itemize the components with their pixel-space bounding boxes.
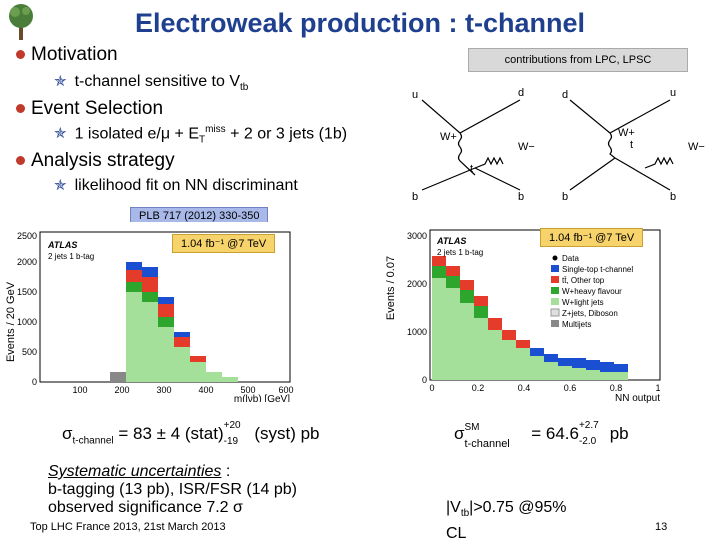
xtick-left: 300 <box>156 385 171 395</box>
feynman-diagram-left <box>421 99 521 191</box>
ytick-left: 0 <box>32 377 37 387</box>
xsec-sm: σ SM t-channel = 64.6 +2.7 -2.0 pb <box>454 419 629 450</box>
quark-label-b-right: b <box>562 191 568 203</box>
legend-entry: W+light jets <box>562 298 604 307</box>
systematics-title: Systematic uncertainties : <box>48 463 231 480</box>
xtick-right: 1 <box>655 383 660 393</box>
star-bullet-icon: ✯ <box>54 177 67 194</box>
legend-swatch <box>551 298 559 305</box>
bullet-icon <box>16 50 25 60</box>
feynman-diagrams: u d b b W+ W− t d u b b W+ t W− <box>412 87 705 203</box>
ytick-left: 1500 <box>17 287 37 297</box>
slide-title: Electroweak production : t-channel <box>134 8 586 38</box>
atlas-label-left: ATLAS <box>47 240 77 250</box>
ytick-left: 1000 <box>17 317 37 327</box>
bullet-icon <box>16 156 25 166</box>
ytick-left: 2500 <box>17 231 37 241</box>
ylabel-left: Events / 20 GeV <box>5 281 17 362</box>
quark-label-u: u <box>412 89 418 101</box>
legend-swatch <box>551 320 559 327</box>
star-bullet-icon: ✯ <box>54 125 67 143</box>
boson-label-wminus-right: W− <box>688 141 705 153</box>
legend-entry: Single-top t-channel <box>562 265 633 274</box>
legend-entry: Data <box>562 254 579 263</box>
event-selection-item: ✯ 1 isolated e/μ + ETmiss + 2 or 3 jets (… <box>54 124 348 146</box>
analysis-strategy-item: ✯ likelihood fit on NN discriminant <box>54 177 298 194</box>
quark-label-d-right: d <box>562 89 568 101</box>
feynman-diagram-right <box>569 99 674 191</box>
top-label-t: t <box>470 163 473 175</box>
ytick-right: 1000 <box>407 327 427 337</box>
xticks-right: 0 0.2 0.4 0.6 0.8 1 <box>429 383 660 393</box>
systematics-line: b-tagging (13 pb), ISR/FSR (14 pb) <box>48 481 298 498</box>
xlabel-left: m(lνb) [GeV] <box>234 394 290 402</box>
xtick-left: 200 <box>114 385 129 395</box>
section-motivation: Motivation <box>16 44 118 66</box>
legend-entry: Z+jets, Diboson <box>562 309 618 318</box>
legend-swatch <box>551 276 559 283</box>
xtick-right: 0.6 <box>564 383 577 393</box>
page-number: 13 <box>655 521 668 533</box>
ytick-left: 2000 <box>17 257 37 267</box>
systematics-block: Systematic uncertainties : b-tagging (13… <box>48 463 297 517</box>
quark-label-d: d <box>518 87 524 99</box>
plot-mlvb: ATLAS 2 jets 1 b-tag Events / 20 GeV 0 5… <box>0 222 300 402</box>
xtick-right: 0.4 <box>518 383 531 393</box>
quark-label-b2-right: b <box>670 191 676 203</box>
xlabel-right: NN output <box>615 393 660 404</box>
yticks-left: 0 500 1000 1500 2000 2500 <box>17 231 37 387</box>
boson-label-wplus-right: W+ <box>618 127 635 139</box>
xtick-left: 500 <box>240 385 255 395</box>
legend-entry: W+heavy flavour <box>562 287 622 296</box>
plot-nn-output: ATLAS 2 jets 1 b-tag Data Single-top t-c… <box>380 218 680 418</box>
contributions-box: contributions from LPC, LPSC <box>468 48 688 72</box>
xtick-left: 100 <box>72 385 87 395</box>
xtick-left: 400 <box>198 385 213 395</box>
atlas-label-right: ATLAS <box>436 236 466 246</box>
legend-swatch <box>551 265 559 272</box>
xtick-left: 600 <box>278 385 293 395</box>
quark-label-b2: b <box>518 191 524 203</box>
bullet-icon <box>16 104 25 114</box>
legend-swatch <box>551 287 559 294</box>
boson-label-wplus: W+ <box>440 131 457 143</box>
star-bullet-icon: ✯ <box>54 73 67 90</box>
yticks-right: 0 1000 2000 3000 <box>407 231 427 385</box>
lumi-label-left: 1.04 fb⁻¹ @7 TeV <box>172 234 276 253</box>
section-event-selection: Event Selection <box>16 98 163 120</box>
histogram-stack-left <box>110 262 238 382</box>
desc-label-right: 2 jets 1 b-tag <box>437 248 483 257</box>
quark-label-b: b <box>412 191 418 203</box>
ytick-right: 2000 <box>407 279 427 289</box>
lumi-label-right: 1.04 fb⁻¹ @7 TeV <box>540 228 644 247</box>
ylabel-right: Events / 0.07 <box>385 256 397 320</box>
systematics-significance: observed significance 7.2 σ <box>48 499 243 516</box>
section-analysis-strategy: Analysis strategy <box>16 150 175 172</box>
histogram-stack-right <box>432 256 628 380</box>
legend-right: ATLAS 2 jets 1 b-tag Data Single-top t-c… <box>436 236 633 329</box>
xtick-right: 0.2 <box>472 383 485 393</box>
quark-label-u-right: u <box>670 87 676 99</box>
footer-conference: Top LHC France 2013, 21st March 2013 <box>30 521 226 533</box>
xtick-right: 0 <box>429 383 434 393</box>
boson-label-wminus: W− <box>518 141 535 153</box>
ytick-right: 3000 <box>407 231 427 241</box>
xticks-left: 100 200 300 400 500 600 <box>72 385 293 395</box>
vtb-limit: |Vtb|>0.75 @95% CL <box>446 499 567 543</box>
legend-entry: Multijets <box>562 320 591 329</box>
ytick-left: 500 <box>22 347 37 357</box>
xtick-right: 0.8 <box>610 383 623 393</box>
motivation-item: ✯ t-channel sensitive to Vtb <box>54 73 249 94</box>
legend-entry: tt̄, Other top <box>562 276 605 285</box>
legend-swatch-data <box>552 255 558 261</box>
desc-label-left: 2 jets 1 b-tag <box>48 252 94 261</box>
ytick-right: 0 <box>422 375 427 385</box>
top-label-t-right: t <box>630 139 633 151</box>
tree-logo-icon <box>9 4 33 40</box>
xsec-measured: σt-channel = 83 ± 4 (stat) +20 -19 (syst) … <box>62 419 320 447</box>
legend-swatch <box>550 308 560 317</box>
